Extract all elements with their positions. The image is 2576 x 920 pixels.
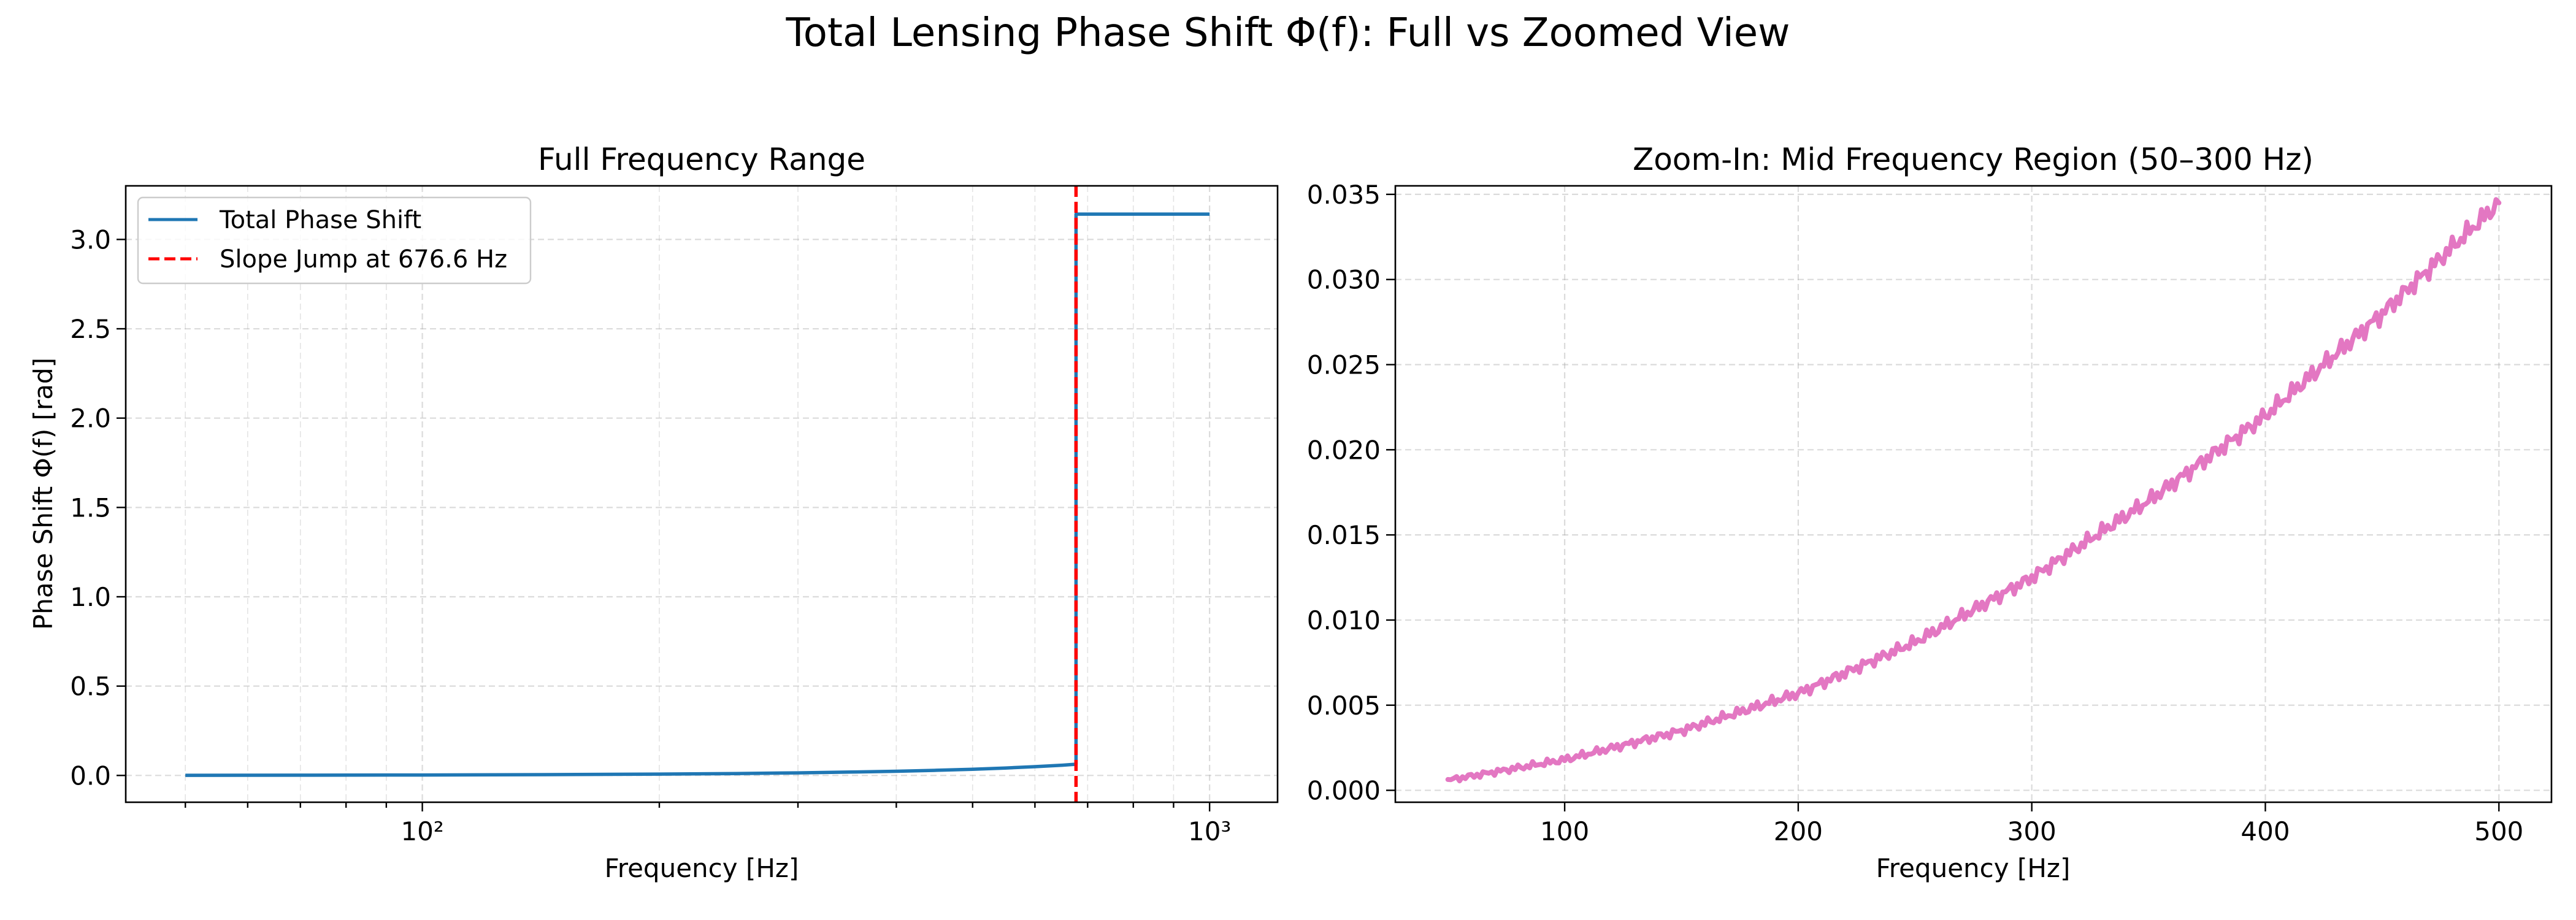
left-series-layer	[185, 186, 1210, 802]
right-y-tick-label: 0.015	[1307, 520, 1381, 550]
left-y-tick-label: 2.5	[70, 314, 111, 344]
total-phase-shift-line	[185, 212, 1210, 777]
right-y-tick-label: 0.025	[1307, 350, 1381, 380]
right-x-tick-label: 500	[2474, 816, 2523, 846]
left-y-tick-label: 0.0	[70, 761, 111, 791]
right-y-tick-label: 0.035	[1307, 180, 1381, 210]
right-y-tick-label: 0.005	[1307, 691, 1381, 721]
figure-title: Total Lensing Phase Shift Φ(f): Full vs …	[786, 10, 1790, 56]
left-y-tick-label: 1.0	[70, 582, 111, 612]
left-x-tick-label: 10³	[1188, 816, 1231, 846]
left-subplot-title: Full Frequency Range	[538, 142, 865, 177]
right-x-tick-label: 400	[2241, 816, 2290, 846]
right-subplot: Zoom-In: Mid Frequency Region (50–300 Hz…	[1307, 142, 2553, 883]
right-x-tick-label: 100	[1540, 816, 1589, 846]
right-y-tick-label: 0.020	[1307, 435, 1381, 465]
right-x-tick-label: 200	[1774, 816, 1823, 846]
right-y-tick-label: 0.030	[1307, 265, 1381, 295]
left-legend: Total Phase Shift Slope Jump at 676.6 Hz	[137, 196, 532, 285]
legend-label-slope-jump: Slope Jump at 676.6 Hz	[220, 245, 507, 274]
left-y-tick-label: 2.0	[70, 404, 111, 434]
left-y-tick-label: 3.0	[70, 224, 111, 255]
left-y-axis-label: Phase Shift Φ(f) [rad]	[28, 358, 58, 630]
right-grid	[1395, 186, 2551, 802]
right-subplot-title: Zoom-In: Mid Frequency Region (50–300 Hz…	[1633, 142, 2313, 177]
right-x-tick-label: 300	[2007, 816, 2057, 846]
left-x-tick-label: 10²	[401, 816, 443, 846]
right-x-axis-label: Frequency [Hz]	[1876, 853, 2071, 883]
left-plot-frame	[125, 185, 1279, 803]
right-plot-frame	[1394, 185, 2553, 803]
left-x-axis-label: Frequency [Hz]	[605, 853, 799, 883]
phase-shift-zoom-line	[1445, 197, 2502, 784]
right-y-tick-label: 0.000	[1307, 776, 1381, 806]
left-ticks: 10² 10³ 0.0 0.5 1.0 1.5 2.0 2.5 3.0	[70, 224, 1231, 846]
left-subplot: Full Frequency Range 10² 10³ 0.0 0.5 1.0 1.5 2…	[28, 142, 1279, 883]
left-y-tick-label: 1.5	[70, 493, 111, 523]
legend-label-total-phase-shift: Total Phase Shift	[219, 206, 421, 234]
right-ticks: 100 200 300 400 500 0.000 0.005 0.010 0.015 0.020…	[1307, 180, 2524, 846]
left-grid	[126, 186, 1278, 802]
left-y-tick-label: 0.5	[70, 672, 111, 702]
right-y-tick-label: 0.010	[1307, 605, 1381, 635]
right-series-layer	[1445, 197, 2502, 784]
legend-frame	[137, 196, 532, 285]
